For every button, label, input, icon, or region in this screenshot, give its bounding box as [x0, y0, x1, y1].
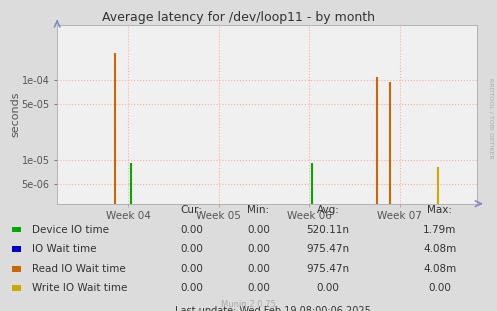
Text: Average latency for /dev/loop11 - by month: Average latency for /dev/loop11 - by mon… [102, 11, 375, 24]
Text: Cur:: Cur: [180, 205, 202, 215]
Text: Read IO Wait time: Read IO Wait time [32, 264, 126, 274]
Text: 0.00: 0.00 [247, 244, 270, 254]
Text: 0.00: 0.00 [180, 225, 203, 234]
Y-axis label: seconds: seconds [10, 91, 20, 137]
Text: 0.00: 0.00 [180, 283, 203, 293]
Text: 975.47n: 975.47n [307, 244, 349, 254]
Text: Min:: Min: [248, 205, 269, 215]
Text: 4.08m: 4.08m [423, 264, 456, 274]
Text: Munin 2.0.75: Munin 2.0.75 [221, 299, 276, 309]
Text: IO Wait time: IO Wait time [32, 244, 97, 254]
Text: 975.47n: 975.47n [307, 264, 349, 274]
Text: Device IO time: Device IO time [32, 225, 109, 234]
Text: Max:: Max: [427, 205, 452, 215]
Text: 4.08m: 4.08m [423, 244, 456, 254]
Text: 1.79m: 1.79m [423, 225, 457, 234]
Text: 0.00: 0.00 [247, 283, 270, 293]
Text: RRDTOOL / TOBI OETIKER: RRDTOOL / TOBI OETIKER [488, 78, 493, 159]
Text: Write IO Wait time: Write IO Wait time [32, 283, 128, 293]
Text: 0.00: 0.00 [180, 264, 203, 274]
Text: 0.00: 0.00 [180, 244, 203, 254]
Text: Last update: Wed Feb 19 08:00:06 2025: Last update: Wed Feb 19 08:00:06 2025 [175, 306, 371, 311]
Text: 520.11n: 520.11n [307, 225, 349, 234]
Text: Avg:: Avg: [317, 205, 339, 215]
Text: 0.00: 0.00 [317, 283, 339, 293]
Text: 0.00: 0.00 [247, 264, 270, 274]
Text: 0.00: 0.00 [247, 225, 270, 234]
Text: 0.00: 0.00 [428, 283, 451, 293]
